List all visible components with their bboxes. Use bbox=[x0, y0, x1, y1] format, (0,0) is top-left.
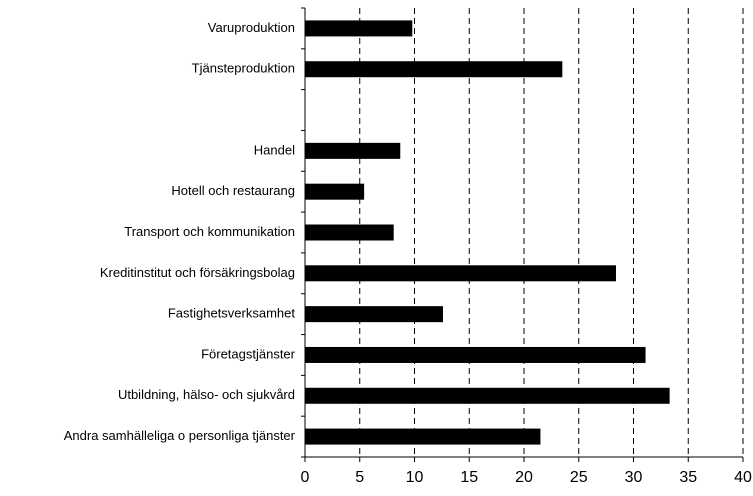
y-tick-label: Handel bbox=[254, 142, 295, 157]
y-tick-label: Transport och kommunikation bbox=[124, 224, 295, 239]
x-tick-label: 40 bbox=[734, 469, 752, 486]
x-tick-label: 35 bbox=[679, 469, 697, 486]
bar bbox=[305, 183, 365, 200]
y-tick-label: Varuproduktion bbox=[208, 20, 295, 35]
y-tick-label: Andra samhälleliga o personliga tjänster bbox=[64, 428, 296, 443]
y-tick-label: Företagstjänster bbox=[201, 346, 296, 361]
bar bbox=[305, 306, 443, 323]
bar bbox=[305, 387, 670, 404]
bar bbox=[305, 142, 401, 159]
x-tick-label: 30 bbox=[625, 469, 643, 486]
y-tick-label: Fastighetsverksamhet bbox=[168, 306, 296, 321]
y-tick-label: Tjänsteproduktion bbox=[192, 61, 295, 76]
x-tick-label: 5 bbox=[355, 469, 364, 486]
bar bbox=[305, 265, 616, 282]
y-tick-label: Kreditinstitut och försäkringsbolag bbox=[100, 265, 295, 280]
y-tick-label: Utbildning, hälso- och sjukvård bbox=[118, 387, 295, 402]
x-tick-label: 15 bbox=[460, 469, 478, 486]
y-tick-label: Hotell och restaurang bbox=[171, 183, 295, 198]
bar bbox=[305, 20, 413, 37]
x-tick-label: 20 bbox=[515, 469, 533, 486]
bar bbox=[305, 61, 563, 78]
bar bbox=[305, 224, 394, 241]
x-tick-label: 0 bbox=[301, 469, 310, 486]
x-tick-label: 10 bbox=[406, 469, 424, 486]
bar bbox=[305, 428, 541, 445]
x-tick-label: 25 bbox=[570, 469, 588, 486]
bar bbox=[305, 346, 646, 363]
